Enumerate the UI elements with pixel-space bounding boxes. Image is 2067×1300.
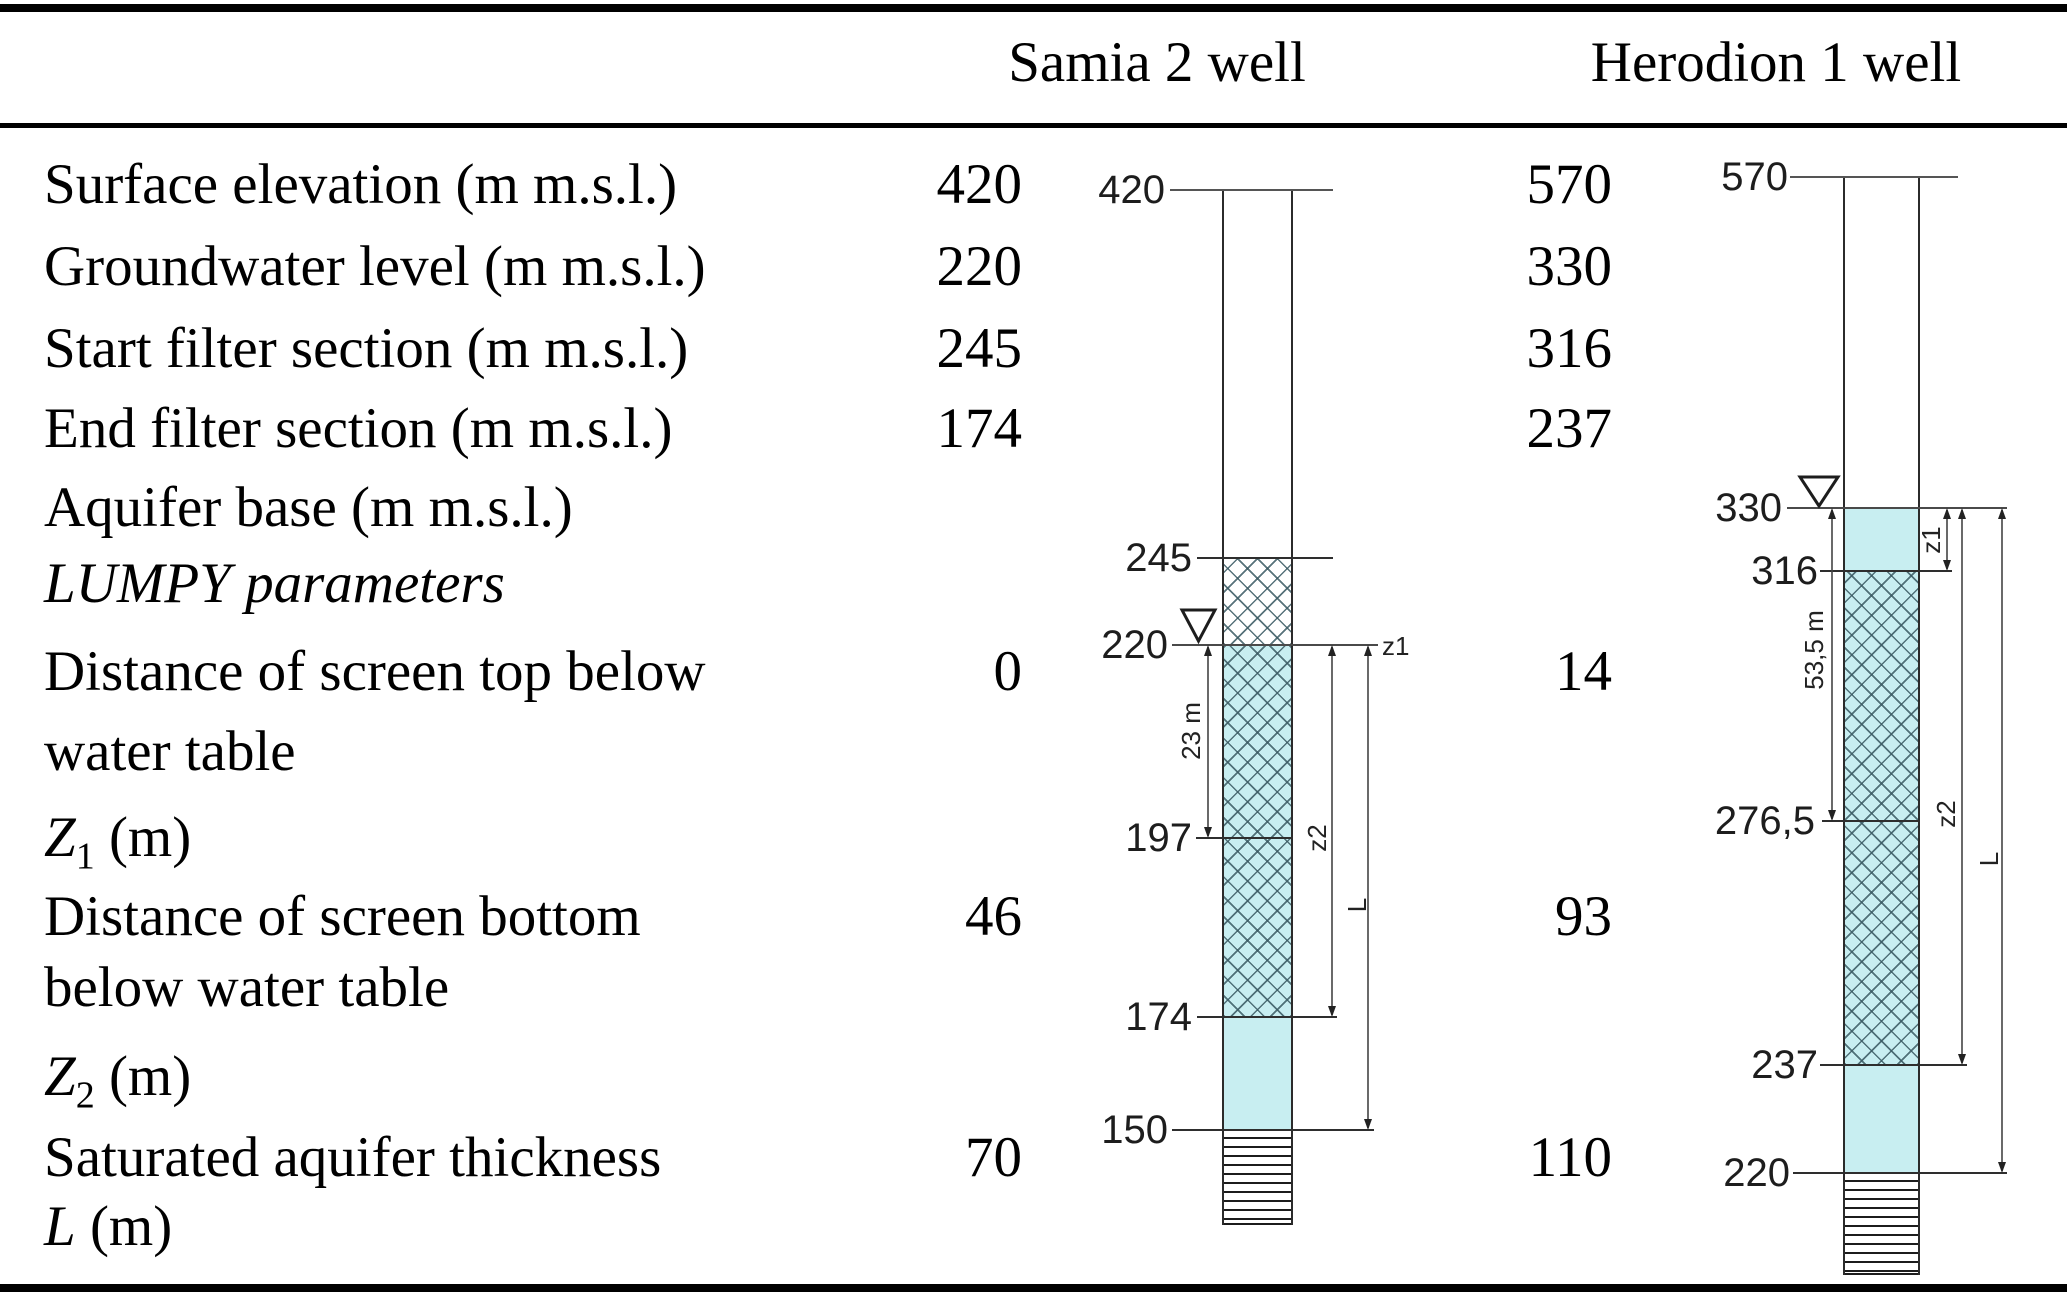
herodion-well-casing [1843, 177, 1920, 1275]
samia-aquifer-base-label: 150 [1101, 1108, 1168, 1152]
herodion-surface-label: 570 [1721, 155, 1788, 199]
herodion-mid-label: 276,5 [1714, 799, 1815, 843]
herodion-aquifer-below-screen-section [1845, 1065, 1918, 1173]
table-header-rule [0, 123, 2067, 128]
z1-unit: (m) [94, 806, 192, 869]
z2-variable: Z [44, 1045, 76, 1108]
row-label-aquifer-base: Aquifer base (m m.s.l.) [44, 476, 573, 539]
table-top-rule [0, 4, 2067, 12]
herodion-surface-line [1790, 176, 1958, 178]
value-herodion-end-filter: 237 [1526, 397, 1613, 460]
table-bottom-rule [0, 1284, 2067, 1292]
row-label-groundwater-level: Groundwater level (m m.s.l.) [44, 235, 706, 298]
value-herodion-z2: 93 [1555, 885, 1612, 948]
samia-screen-saturated-section [1224, 645, 1291, 1017]
samia-water-table-line [1172, 644, 1378, 646]
herodion-dimension-lines [1831, 510, 2003, 1171]
row-label-surface-elevation: Surface elevation (m m.s.l.) [44, 153, 678, 216]
value-samia-surface: 420 [936, 153, 1023, 216]
samia-screen-above-water-section [1224, 558, 1291, 645]
value-samia-groundwater: 220 [936, 235, 1023, 298]
water-table-icon [1797, 475, 1841, 509]
samia-filter-top-label: 245 [1125, 536, 1192, 580]
samia-dim-L-label: L [1342, 897, 1372, 913]
herodion-dim-L-label: L [1974, 851, 2004, 867]
row-label-z2-symbol: Z2 (m) [44, 1039, 191, 1115]
L-variable: L [44, 1195, 76, 1258]
herodion-dim-z2-label: z2 [1931, 800, 1961, 828]
value-samia-z2: 46 [965, 885, 1022, 948]
z2-unit: (m) [94, 1045, 192, 1108]
row-label-z2-line1: Distance of screen bottom [44, 885, 641, 948]
samia-mid-label: 197 [1125, 816, 1192, 860]
herodion-aquifer-base-hatch-section [1845, 1173, 1918, 1275]
herodion-screen-saturated-section [1845, 571, 1918, 1065]
samia-filter-bottom-line [1197, 1016, 1337, 1018]
samia-surface-label: 420 [1098, 168, 1165, 212]
value-samia-L: 70 [965, 1126, 1022, 1189]
herodion-water-table-label: 330 [1715, 486, 1782, 530]
herodion-casing-blank-section [1845, 177, 1918, 508]
herodion-dimension-overlay [1797, 475, 2006, 1173]
samia-aquifer-below-screen-section [1224, 1017, 1291, 1130]
herodion-mid-line [1822, 820, 1920, 822]
row-label-start-filter: Start filter section (m m.s.l.) [44, 317, 689, 380]
row-label-L-symbol: L (m) [44, 1189, 172, 1265]
herodion-dimension-arrows [1828, 508, 2006, 1173]
row-label-end-filter: End filter section (m m.s.l.) [44, 397, 673, 460]
herodion-dim-z1-label: z1 [1916, 526, 1946, 554]
samia-dim-z2-label: z2 [1302, 824, 1332, 852]
samia-dimension-arrows [1204, 645, 1372, 1130]
value-herodion-z1: 14 [1555, 640, 1612, 703]
samia-dim-z1-label: z1 [1382, 631, 1410, 661]
herodion-aquifer-above-screen-section [1845, 508, 1918, 571]
row-label-z1-symbol: Z1 (m) [44, 800, 191, 876]
value-samia-start-filter: 245 [936, 317, 1023, 380]
value-samia-z1: 0 [993, 640, 1023, 703]
herodion-dim-53m-label: 53,5 m [1799, 610, 1829, 690]
samia-mid-line [1196, 837, 1293, 839]
z1-subscript: 1 [75, 835, 95, 878]
samia-aquifer-base-hatch-section [1224, 1130, 1291, 1225]
herodion-filter-top-line [1820, 570, 1952, 572]
herodion-water-table-line [1787, 507, 2007, 509]
samia-dim-23m-label: 23 m [1176, 702, 1206, 760]
value-herodion-groundwater: 330 [1526, 235, 1613, 298]
column-header-herodion: Herodion 1 well [1590, 31, 1962, 94]
row-label-z1-line2: water table [44, 720, 296, 783]
samia-filter-top-line [1197, 557, 1333, 559]
water-table-icon [1179, 608, 1218, 645]
herodion-filter-bottom-line [1820, 1064, 1967, 1066]
samia-surface-line [1170, 189, 1333, 191]
z2-subscript: 2 [75, 1074, 95, 1117]
value-herodion-start-filter: 316 [1526, 317, 1613, 380]
samia-filter-bottom-label: 174 [1125, 995, 1192, 1039]
row-label-z1-line1: Distance of screen top below [44, 640, 706, 703]
value-herodion-surface: 570 [1526, 153, 1613, 216]
samia-aquifer-base-line [1172, 1129, 1374, 1131]
L-unit: (m) [75, 1195, 173, 1258]
row-label-lumpy-parameters: LUMPY parameters [44, 552, 505, 615]
herodion-aquifer-base-line [1793, 1172, 2007, 1174]
samia-dimension-overlay [1179, 608, 1372, 1130]
samia-well-casing [1222, 190, 1293, 1225]
value-herodion-L: 110 [1528, 1126, 1612, 1189]
herodion-aquifer-base-label: 220 [1723, 1151, 1790, 1195]
z1-variable: Z [44, 806, 76, 869]
samia-dimension-lines [1207, 647, 1369, 1128]
value-samia-end-filter: 174 [936, 397, 1023, 460]
row-label-z2-line2: below water table [44, 956, 450, 1019]
column-header-samia: Samia 2 well [1008, 31, 1306, 94]
samia-water-table-label: 220 [1101, 623, 1168, 667]
row-label-L-line1: Saturated aquifer thickness [44, 1126, 662, 1189]
herodion-filter-bottom-label: 237 [1751, 1043, 1818, 1087]
herodion-filter-top-label: 316 [1751, 549, 1818, 593]
